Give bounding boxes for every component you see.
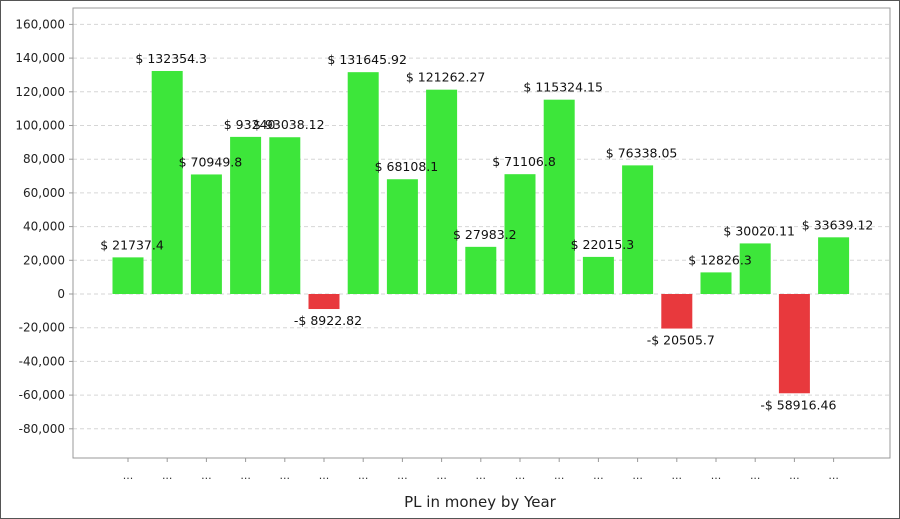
data-label: $ 71106.8 bbox=[492, 154, 556, 169]
bar bbox=[700, 272, 732, 294]
data-label: $ 21737.4 bbox=[100, 237, 164, 252]
data-label: $ 93038.12 bbox=[253, 117, 325, 132]
bar bbox=[622, 165, 654, 294]
data-label: $ 132354.3 bbox=[135, 51, 207, 66]
bar bbox=[269, 137, 301, 294]
bar bbox=[465, 246, 497, 294]
bar bbox=[112, 257, 144, 294]
y-tick-label: 140,000 bbox=[15, 51, 65, 65]
x-tick-label: ... bbox=[280, 469, 291, 482]
bar bbox=[582, 256, 614, 294]
x-tick-label: ... bbox=[593, 469, 604, 482]
data-label: -$ 8922.82 bbox=[294, 313, 362, 328]
y-tick-label: 60,000 bbox=[23, 186, 65, 200]
bar bbox=[151, 70, 183, 294]
data-label: $ 121262.27 bbox=[406, 70, 486, 85]
data-label: $ 30020.11 bbox=[723, 223, 795, 238]
x-tick-label: ... bbox=[162, 469, 173, 482]
bar bbox=[778, 294, 810, 394]
plot-area bbox=[72, 7, 891, 459]
bar bbox=[739, 243, 771, 294]
bars bbox=[112, 70, 850, 394]
bar bbox=[661, 294, 693, 329]
data-label: $ 12826.3 bbox=[688, 252, 752, 267]
data-label: $ 22015.3 bbox=[571, 237, 635, 252]
x-tick-label: ... bbox=[789, 469, 800, 482]
bar bbox=[190, 174, 222, 294]
y-tick-label: 40,000 bbox=[23, 220, 65, 234]
y-tick-label: 0 bbox=[57, 287, 65, 301]
data-label: -$ 58916.46 bbox=[760, 397, 836, 412]
data-label: $ 115324.15 bbox=[523, 80, 603, 95]
axes: 160,000 140,000 120,000 100,000 80,000 60,000… bbox=[15, 7, 891, 482]
bar bbox=[230, 136, 262, 294]
data-label: $ 70949.8 bbox=[179, 154, 243, 169]
x-tick-label: ... bbox=[554, 469, 565, 482]
data-label: $ 68108.1 bbox=[375, 159, 439, 174]
bar bbox=[818, 237, 850, 294]
y-tick-label: 80,000 bbox=[23, 152, 65, 166]
bar bbox=[347, 72, 379, 294]
x-tick-label: ... bbox=[358, 469, 369, 482]
bar bbox=[426, 89, 458, 295]
x-tick-label: ... bbox=[828, 469, 839, 482]
x-tick-label: ... bbox=[240, 469, 251, 482]
y-tick-label: -20,000 bbox=[19, 321, 65, 335]
y-tick-label: 100,000 bbox=[15, 119, 65, 133]
bar bbox=[308, 294, 340, 310]
data-label: $ 33639.12 bbox=[802, 217, 874, 232]
x-tick-label: ... bbox=[672, 469, 683, 482]
bar bbox=[386, 179, 418, 294]
data-labels: $ 21737.4 $ 132354.3 $ 70949.8 $ 93240$ 930… bbox=[100, 51, 873, 412]
data-label: $ 76338.05 bbox=[606, 145, 678, 160]
x-tick-label: ... bbox=[476, 469, 487, 482]
data-label: $ 27983.2 bbox=[453, 227, 517, 242]
data-label: -$ 20505.7 bbox=[647, 333, 715, 348]
x-axis-title: PL in money by Year bbox=[404, 493, 557, 511]
y-tick-label: 160,000 bbox=[15, 17, 65, 31]
x-tick-label: ... bbox=[515, 469, 526, 482]
x-tick-label: ... bbox=[123, 469, 134, 482]
x-tick-label: ... bbox=[397, 469, 408, 482]
y-tick-label: 120,000 bbox=[15, 85, 65, 99]
data-label: $ 131645.92 bbox=[327, 52, 407, 67]
y-tick-label: -80,000 bbox=[19, 422, 65, 436]
y-tick-label: 20,000 bbox=[23, 253, 65, 267]
y-tick-label: -40,000 bbox=[19, 354, 65, 368]
x-tick-label: ... bbox=[711, 469, 722, 482]
bar bbox=[543, 99, 575, 295]
x-tick-label: ... bbox=[319, 469, 330, 482]
x-tick-label: ... bbox=[750, 469, 761, 482]
x-tick-label: ... bbox=[632, 469, 643, 482]
bar bbox=[504, 174, 536, 294]
y-tick-label: -60,000 bbox=[19, 388, 65, 402]
x-tick-label: ... bbox=[201, 469, 212, 482]
data-label: $ 93240 bbox=[224, 117, 276, 132]
x-tick-label: ... bbox=[436, 469, 447, 482]
